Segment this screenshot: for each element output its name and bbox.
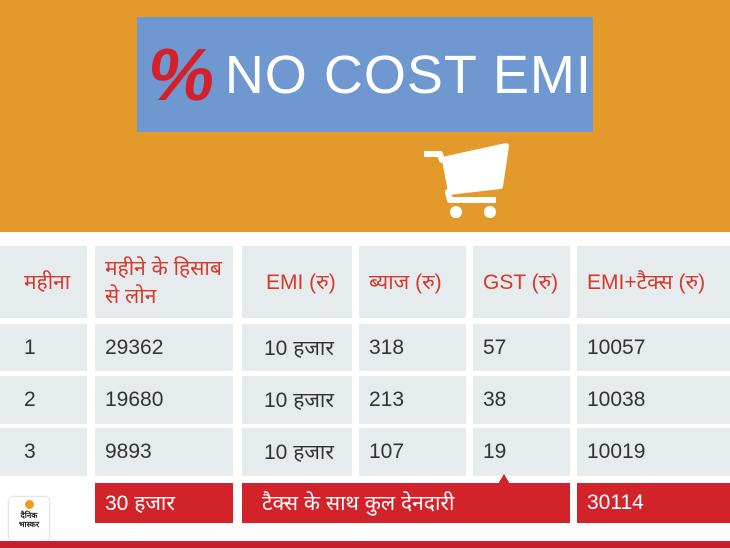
table-cell: 107 [359, 428, 466, 476]
table-cell: 2 [0, 376, 87, 424]
column-header: EMI (रु) [242, 246, 352, 318]
table-cell: 9893 [95, 428, 233, 476]
column-header: GST (रु) [473, 246, 570, 318]
total-amount: 30114 [577, 483, 730, 523]
column-header: ब्याज (रु) [359, 246, 466, 318]
column-header: महीने के हिसाब से लोन [95, 246, 233, 318]
percent-icon: % [143, 32, 221, 116]
table-cell: 10 हजार [242, 324, 352, 371]
total-loan: 30 हजार [95, 483, 233, 523]
table-cell: 19680 [95, 376, 233, 424]
table-cell: 19 [473, 428, 570, 476]
table-cell: 318 [359, 324, 466, 371]
table-cell: 10 हजार [242, 428, 352, 476]
table-cell: 10 हजार [242, 376, 352, 424]
column-header: EMI+टैक्स (रु) [577, 246, 730, 318]
table-cell: 38 [473, 376, 570, 424]
banner-title: NO COST EMI [224, 44, 592, 105]
bottom-bar [0, 541, 730, 548]
total-label: टैक्स के साथ कुल देनदारी [242, 483, 570, 523]
shopping-cart-icon [424, 143, 509, 218]
column-header: महीना [0, 246, 87, 318]
table-cell: 3 [0, 428, 87, 476]
table-cell: 10038 [577, 376, 730, 424]
table-cell: 213 [359, 376, 466, 424]
dainik-bhaskar-logo: दैनिक भास्कर [9, 497, 49, 541]
table-cell: 10057 [577, 324, 730, 371]
title-box: % NO COST EMI [137, 17, 593, 132]
table-cell: 1 [0, 324, 87, 371]
table-cell: 10019 [577, 428, 730, 476]
table-cell: 29362 [95, 324, 233, 371]
banner: % NO COST EMI [0, 0, 730, 232]
callout-notch [498, 474, 510, 484]
table-cell: 57 [473, 324, 570, 371]
